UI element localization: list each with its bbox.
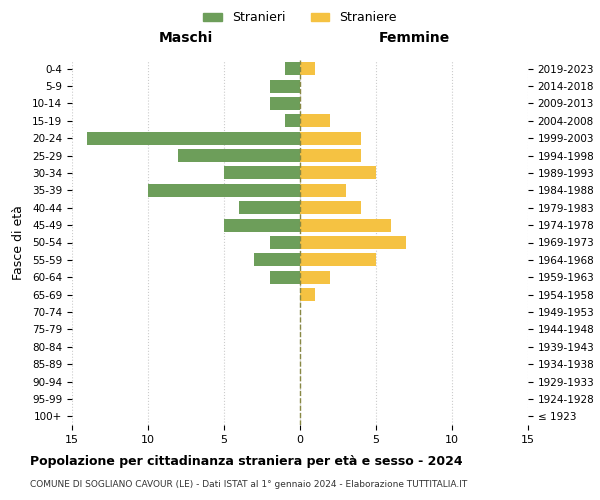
- Bar: [300, 201, 361, 214]
- Bar: [300, 270, 331, 284]
- Text: COMUNE DI SOGLIANO CAVOUR (LE) - Dati ISTAT al 1° gennaio 2024 - Elaborazione TU: COMUNE DI SOGLIANO CAVOUR (LE) - Dati IS…: [30, 480, 467, 489]
- Bar: [300, 236, 406, 249]
- Bar: [178, 149, 300, 162]
- Bar: [300, 62, 315, 75]
- Bar: [300, 166, 376, 179]
- Bar: [269, 80, 300, 92]
- Bar: [300, 132, 361, 144]
- Legend: Stranieri, Straniere: Stranieri, Straniere: [198, 6, 402, 29]
- Bar: [254, 254, 300, 266]
- Bar: [285, 114, 300, 128]
- Bar: [300, 218, 391, 232]
- Bar: [269, 236, 300, 249]
- Bar: [300, 288, 315, 301]
- Bar: [300, 184, 346, 197]
- Bar: [285, 62, 300, 75]
- Bar: [300, 254, 376, 266]
- Text: Maschi: Maschi: [159, 32, 213, 46]
- Bar: [224, 166, 300, 179]
- Bar: [269, 97, 300, 110]
- Bar: [87, 132, 300, 144]
- Bar: [224, 218, 300, 232]
- Bar: [300, 114, 331, 128]
- Bar: [300, 149, 361, 162]
- Y-axis label: Fasce di età: Fasce di età: [12, 205, 25, 280]
- Text: Femmine: Femmine: [379, 32, 449, 46]
- Bar: [148, 184, 300, 197]
- Text: Popolazione per cittadinanza straniera per età e sesso - 2024: Popolazione per cittadinanza straniera p…: [30, 455, 463, 468]
- Bar: [239, 201, 300, 214]
- Bar: [269, 270, 300, 284]
